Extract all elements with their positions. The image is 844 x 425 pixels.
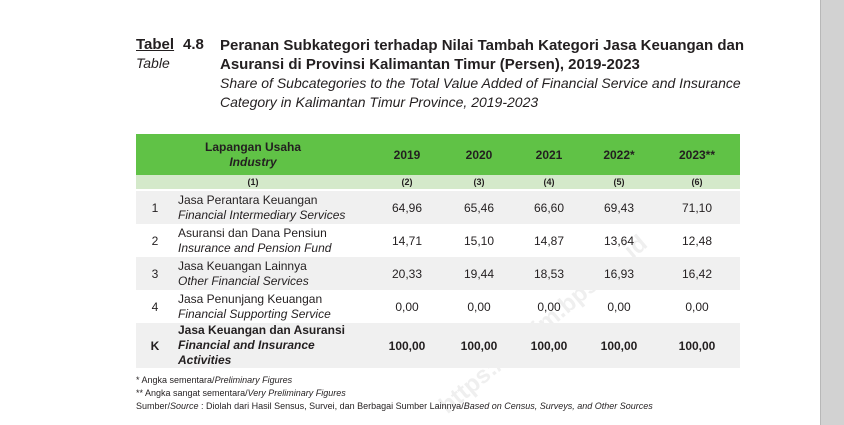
row-value: 66,60 — [514, 190, 584, 224]
row-value: 13,64 — [603, 233, 635, 248]
row-value: 100,00 — [514, 323, 584, 368]
note-text: * Angka sementara/ — [136, 375, 215, 385]
row-label: Jasa Penunjang Keuangan Financial Suppor… — [174, 290, 370, 323]
table-notes: * Angka sementara/Preliminary Figures **… — [136, 374, 776, 413]
row-value: 0,00 — [685, 299, 709, 314]
table-title-id: Peranan Subkategori terhadap Nilai Tamba… — [220, 37, 745, 73]
source-label: Sumber/ — [136, 401, 171, 411]
row-value: 15,10 — [463, 233, 495, 248]
row-value: 19,44 — [444, 257, 514, 290]
row-label-en: Financial and Insurance Activities — [178, 338, 315, 367]
row-label: Jasa Keuangan dan Asuransi Financial and… — [174, 323, 370, 368]
row-value: 14,87 — [533, 233, 565, 248]
table-label-en: Table — [136, 55, 170, 71]
table-header-row: Lapangan Usaha Industry 2019 2020 2021 2… — [136, 134, 740, 175]
row-label-id: Jasa Keuangan dan Asuransi — [178, 323, 345, 337]
row-number: 1 — [136, 190, 174, 224]
source-text-en: Based on Census, Surveys, and Other Sour… — [463, 401, 653, 411]
row-label: Jasa Keuangan Lainnya Other Financial Se… — [174, 257, 370, 290]
column-number: (6) — [654, 175, 740, 191]
row-value: 69,43 — [584, 190, 654, 224]
row-value: 0,00 — [467, 299, 491, 314]
row-value: 100,00 — [444, 323, 514, 368]
row-value: 0,00 — [395, 299, 419, 314]
note-text: ** Angka sangat sementara/ — [136, 388, 248, 398]
row-label-id: Jasa Perantara Keuangan — [178, 192, 318, 207]
tabel-number: 4.8 — [183, 36, 204, 53]
header-year: 2020 — [444, 134, 514, 175]
row-label: Asuransi dan Dana Pensiun Insurance and … — [174, 224, 370, 257]
data-table: Lapangan Usaha Industry 2019 2020 2021 2… — [136, 134, 740, 368]
column-number: (3) — [444, 175, 514, 191]
table-row-total: K Jasa Keuangan dan Asuransi Financial a… — [136, 323, 740, 368]
table-row: 4 Jasa Penunjang Keuangan Financial Supp… — [136, 290, 740, 323]
row-number: 4 — [151, 299, 159, 314]
table-row: 3 Jasa Keuangan Lainnya Other Financial … — [136, 257, 740, 290]
row-value: 18,53 — [514, 257, 584, 290]
header-industry-id: Lapangan Usaha — [204, 139, 302, 154]
header-year: 2019 — [370, 134, 444, 175]
column-number: (2) — [370, 175, 444, 191]
row-label: Jasa Perantara Keuangan Financial Interm… — [174, 190, 370, 224]
header-industry: Lapangan Usaha Industry — [136, 134, 370, 175]
row-label-en: Insurance and Pension Fund — [178, 240, 332, 255]
row-label-en: Financial Supporting Service — [178, 306, 331, 321]
row-value: 16,93 — [584, 257, 654, 290]
row-value: 16,42 — [654, 257, 740, 290]
note-text-en: Preliminary Figures — [214, 375, 293, 385]
row-value: 100,00 — [584, 323, 654, 368]
row-number: 3 — [136, 257, 174, 290]
note-text-en: Very Preliminary Figures — [247, 388, 346, 398]
viewer-scrollbar[interactable] — [820, 0, 844, 425]
header-industry-en: Industry — [229, 154, 277, 169]
row-value: 0,00 — [607, 299, 631, 314]
row-number: 2 — [151, 233, 159, 248]
header-year: 2023** — [654, 134, 740, 175]
row-value: 100,00 — [370, 323, 444, 368]
document-page: https://kaltim.bps.go.id Tabel 4.8 Table… — [0, 0, 820, 425]
row-label-en: Other Financial Services — [178, 273, 309, 288]
row-value: 71,10 — [654, 190, 740, 224]
row-value: 0,00 — [537, 299, 561, 314]
note-preliminary: * Angka sementara/Preliminary Figures — [136, 374, 776, 387]
source-label-en: Source — [170, 401, 199, 411]
table-row: 2 Asuransi dan Dana Pensiun Insurance an… — [136, 224, 740, 257]
column-number: (4) — [514, 175, 584, 191]
row-value: 12,48 — [681, 233, 713, 248]
note-very-preliminary: ** Angka sangat sementara/Very Prelimina… — [136, 387, 776, 400]
note-source: Sumber/Source : Diolah dari Hasil Sensus… — [136, 400, 776, 413]
row-label-en: Financial Intermediary Services — [178, 207, 346, 222]
column-number: (1) — [136, 175, 370, 191]
row-label-id: Asuransi dan Dana Pensiun — [178, 225, 327, 240]
header-year: 2022* — [584, 134, 654, 175]
table-row: 1 Jasa Perantara Keuangan Financial Inte… — [136, 190, 740, 224]
row-value: 100,00 — [654, 323, 740, 368]
tabel-label: Tabel — [136, 36, 175, 53]
row-value: 64,96 — [370, 190, 444, 224]
row-value: 20,33 — [370, 257, 444, 290]
header-year: 2021 — [514, 134, 584, 175]
row-value: 65,46 — [444, 190, 514, 224]
source-text: : Diolah dari Hasil Sensus, Survei, dan … — [198, 401, 464, 411]
row-number: K — [136, 323, 174, 368]
row-label-id: Jasa Keuangan Lainnya — [178, 258, 307, 273]
row-value: 14,71 — [391, 233, 423, 248]
row-label-id: Jasa Penunjang Keuangan — [178, 291, 323, 306]
column-number: (5) — [584, 175, 654, 191]
table-title-en: Share of Subcategories to the Total Valu… — [220, 75, 741, 110]
column-number-row: (1) (2) (3) (4) (5) (6) — [136, 175, 740, 191]
